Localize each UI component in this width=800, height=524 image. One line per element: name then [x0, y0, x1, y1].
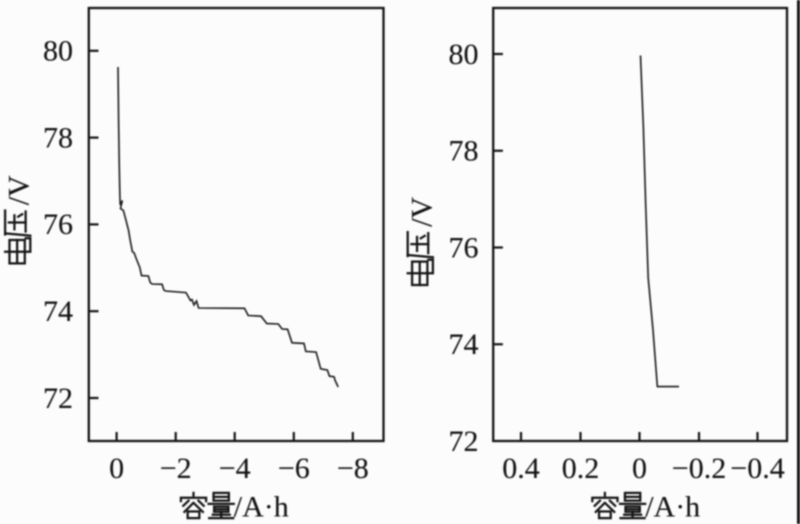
- svg-text:76: 76: [43, 208, 73, 241]
- svg-text:−4: −4: [219, 452, 251, 485]
- svg-text:0: 0: [632, 452, 647, 485]
- svg-text:/V: /V: [405, 197, 438, 227]
- svg-text:−8: −8: [337, 452, 369, 485]
- svg-text:76: 76: [449, 231, 479, 264]
- svg-text:−0.2: −0.2: [672, 452, 726, 485]
- svg-text:−2: −2: [160, 452, 192, 485]
- svg-text:78: 78: [43, 121, 73, 154]
- svg-text:0.2: 0.2: [562, 452, 600, 485]
- svg-text:74: 74: [43, 295, 73, 328]
- svg-text:/A·h: /A·h: [234, 491, 289, 524]
- svg-text:0.4: 0.4: [502, 452, 540, 485]
- svg-text:−0.4: −0.4: [730, 452, 784, 485]
- svg-text:80: 80: [43, 35, 73, 68]
- svg-text:72: 72: [449, 425, 479, 458]
- svg-text:74: 74: [449, 328, 479, 361]
- svg-text:/V: /V: [3, 175, 36, 205]
- svg-text:78: 78: [449, 135, 479, 168]
- svg-text:72: 72: [43, 382, 73, 415]
- svg-text:0: 0: [109, 452, 124, 485]
- svg-text:80: 80: [449, 38, 479, 71]
- svg-text:/A·h: /A·h: [645, 491, 700, 524]
- svg-text:−6: −6: [278, 452, 310, 485]
